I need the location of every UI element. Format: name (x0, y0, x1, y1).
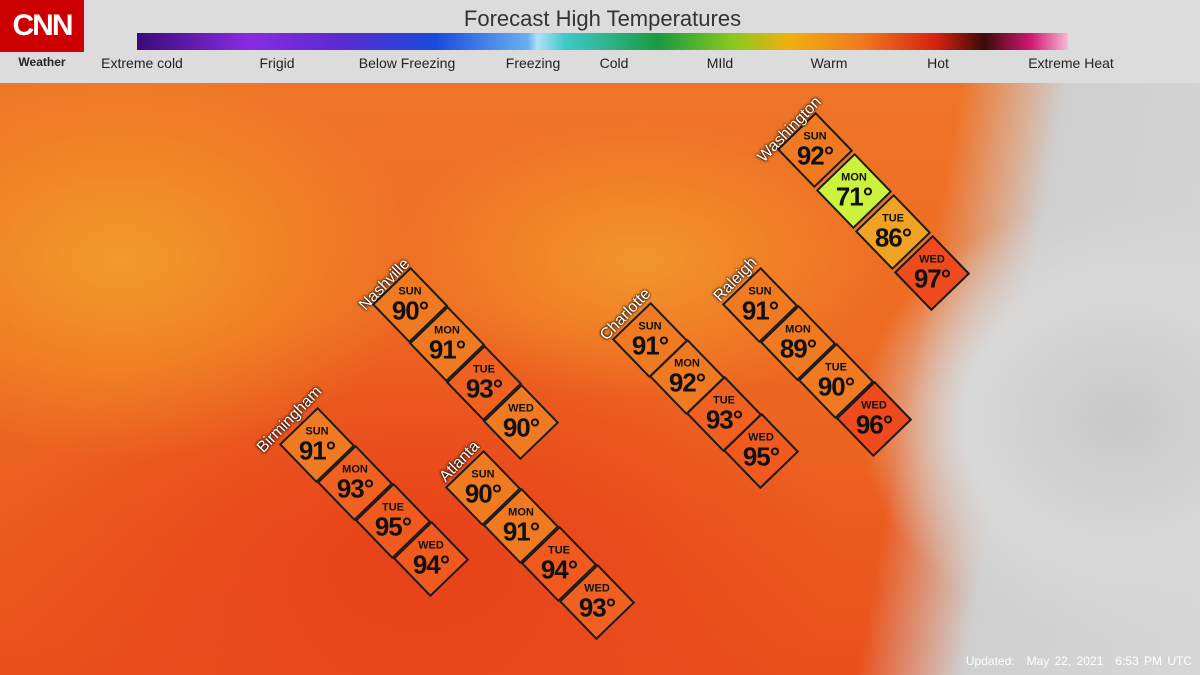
temperature: 91° (298, 435, 336, 466)
forecast-label: TUE 95° (374, 501, 412, 542)
day-name: TUE (712, 394, 735, 407)
legend-label: MIld (706, 55, 734, 71)
temperature: 96° (855, 409, 893, 440)
temperature: 93° (465, 373, 503, 404)
day-name: MON (674, 357, 700, 370)
day-name: SUN (471, 468, 495, 481)
logo-subtitle: Weather (18, 55, 66, 69)
legend-label: Cold (599, 55, 629, 71)
forecast-label: TUE 86° (874, 212, 912, 253)
updated-time: 6:53 PM UTC (1115, 654, 1192, 668)
day-name: MON (342, 463, 368, 476)
forecast-label: MON 91° (428, 324, 466, 365)
forecast-label: SUN 91° (298, 425, 336, 466)
forecast-label: MON 89° (779, 323, 817, 364)
temperature: 91° (428, 334, 466, 365)
day-name: WED (508, 402, 534, 415)
temperature: 91° (741, 295, 779, 326)
legend-label: Extreme cold (101, 55, 183, 71)
day-name: SUN (638, 320, 662, 333)
forecast-label: TUE 90° (817, 361, 855, 402)
updated-date: May 22, 2021 (1026, 654, 1104, 668)
day-name: WED (418, 539, 444, 552)
day-name: MON (841, 171, 867, 184)
forecast-label: MON 93° (336, 463, 374, 504)
legend-label: Warm (810, 55, 848, 71)
forecast-label: SUN 91° (741, 285, 779, 326)
day-name: MON (785, 323, 811, 336)
temperature: 90° (391, 295, 429, 326)
temperature: 90° (464, 478, 502, 509)
legend-label: Below Freezing (358, 55, 456, 71)
temperature: 90° (502, 412, 540, 443)
temperature: 94° (540, 554, 578, 585)
forecast-label: TUE 94° (540, 544, 578, 585)
day-name: MON (508, 506, 534, 519)
logo: CNN (0, 0, 84, 52)
day-name: WED (748, 431, 774, 444)
forecast-label: MON 71° (835, 171, 873, 212)
temperature: 93° (705, 404, 743, 435)
temperature: 92° (668, 367, 706, 398)
day-name: SUN (305, 425, 329, 438)
legend-label: Extreme Heat (1028, 55, 1114, 71)
forecast-label: WED 97° (913, 253, 951, 294)
forecast-label: TUE 93° (465, 363, 503, 404)
day-name: TUE (824, 361, 847, 374)
footer: Updated: May 22, 2021 6:53 PM UTC (954, 654, 1192, 668)
day-name: SUN (803, 130, 827, 143)
header: CNN Weather Forecast High Temperatures E… (0, 0, 1200, 83)
temperature: 86° (874, 222, 912, 253)
temperature: 92° (796, 140, 834, 171)
forecast-label: WED 96° (855, 399, 893, 440)
legend-label: Hot (927, 55, 949, 71)
temperature: 93° (578, 592, 616, 623)
forecast-label: MON 92° (668, 357, 706, 398)
temperature: 94° (412, 549, 450, 580)
temperature: 91° (631, 330, 669, 361)
temperature: 95° (374, 511, 412, 542)
title: Forecast High Temperatures (463, 6, 742, 31)
forecast-label: WED 95° (742, 431, 780, 472)
color-scale (137, 33, 1068, 50)
day-name: TUE (472, 363, 495, 376)
forecast-label: SUN 90° (391, 285, 429, 326)
day-name: WED (919, 253, 945, 266)
day-name: WED (861, 399, 887, 412)
temperature: 71° (835, 181, 873, 212)
forecast-label: SUN 92° (796, 130, 834, 171)
day-name: MON (434, 324, 460, 337)
temperature: 95° (742, 441, 780, 472)
legend-label: Frigid (259, 55, 295, 71)
forecast-label: WED 90° (502, 402, 540, 443)
updated-label: Updated: (965, 654, 1015, 668)
day-name: WED (584, 582, 610, 595)
temperature: 89° (779, 333, 817, 364)
day-name: TUE (381, 501, 404, 514)
day-name: TUE (547, 544, 570, 557)
forecast-label: WED 93° (578, 582, 616, 623)
temperature: 97° (913, 263, 951, 294)
forecast-label: WED 94° (412, 539, 450, 580)
day-name: TUE (881, 212, 904, 225)
forecast-label: SUN 91° (631, 320, 669, 361)
day-name: SUN (748, 285, 772, 298)
temperature: 91° (502, 516, 540, 547)
forecast-label: SUN 90° (464, 468, 502, 509)
legend-label: Freezing (505, 55, 561, 71)
forecast-label: TUE 93° (705, 394, 743, 435)
temperature: 93° (336, 473, 374, 504)
day-name: SUN (398, 285, 422, 298)
temperature: 90° (817, 371, 855, 402)
forecast-label: MON 91° (502, 506, 540, 547)
